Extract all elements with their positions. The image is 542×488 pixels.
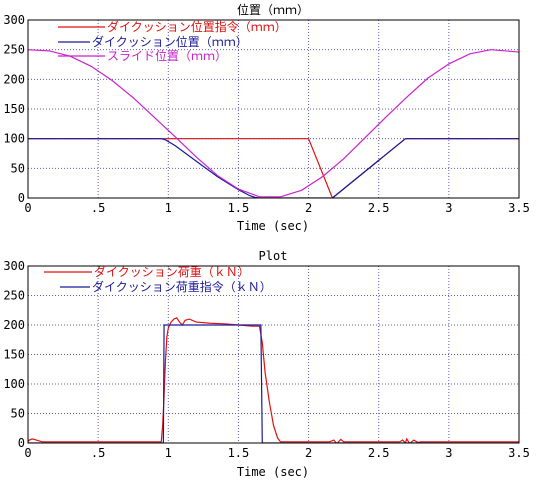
y-tick-label: 50 bbox=[11, 407, 25, 421]
series-line-1 bbox=[28, 317, 519, 443]
y-tick-label: 100 bbox=[3, 132, 25, 146]
y-tick-label: 0 bbox=[18, 191, 25, 205]
load-chart: Plot 0 .5 1 1.5 2 2.5 3 3.5 0 50 100 150 200 250 300 T… bbox=[3, 249, 530, 479]
legend-label: ダイクッション位置指令（ｍｍ） bbox=[107, 19, 287, 34]
x-tick-label: .5 bbox=[91, 446, 105, 460]
series-line-2 bbox=[28, 138, 519, 198]
x-tick-label: 2.5 bbox=[368, 446, 390, 460]
plot-frame bbox=[27, 265, 520, 444]
chart-title: 位置（ｍｍ） bbox=[237, 2, 309, 17]
x-tick-label: 1.5 bbox=[228, 201, 250, 215]
y-tick-label: 200 bbox=[3, 72, 25, 86]
series-line-3 bbox=[28, 49, 519, 198]
x-tick-label: 2.5 bbox=[368, 201, 390, 215]
x-tick-label: 3 bbox=[445, 446, 452, 460]
series-line-2 bbox=[28, 324, 519, 443]
y-tick-label: 150 bbox=[3, 102, 25, 116]
y-tick-label: 0 bbox=[18, 436, 25, 450]
chart-title: Plot bbox=[259, 249, 288, 263]
x-tick-label: 2 bbox=[305, 446, 312, 460]
plot-frame bbox=[27, 19, 520, 199]
x-tick-label: 3.5 bbox=[508, 446, 530, 460]
y-tick-label: 300 bbox=[3, 259, 25, 273]
position-chart: 位置（ｍｍ） 0 .5 1 1.5 2 2.5 3 3.5 0 50 100 150 200 250 300… bbox=[3, 2, 530, 233]
y-tick-label: 100 bbox=[3, 377, 25, 391]
y-tick-label: 300 bbox=[3, 13, 25, 27]
x-axis-label: Time (sec) bbox=[237, 219, 309, 233]
x-tick-label: 0 bbox=[24, 446, 31, 460]
legend-label: ダイクッション荷重（ｋＮ） bbox=[94, 264, 250, 279]
y-tick-label: 250 bbox=[3, 289, 25, 303]
legend-label: ダイクッション位置（ｍｍ） bbox=[92, 34, 248, 49]
x-tick-label: 1 bbox=[165, 201, 172, 215]
x-tick-label: 2 bbox=[305, 201, 312, 215]
x-axis-label: Time (sec) bbox=[237, 465, 309, 479]
y-tick-label: 250 bbox=[3, 43, 25, 57]
x-tick-label: 0 bbox=[24, 201, 31, 215]
legend-label: ダイクッション荷重指令（ｋＮ） bbox=[92, 279, 272, 294]
x-tick-label: 3.5 bbox=[508, 201, 530, 215]
y-tick-label: 150 bbox=[3, 348, 25, 362]
x-tick-label: 1.5 bbox=[228, 446, 250, 460]
x-tick-label: 3 bbox=[445, 201, 452, 215]
y-tick-label: 50 bbox=[11, 161, 25, 175]
x-tick-label: 1 bbox=[165, 446, 172, 460]
x-tick-label: .5 bbox=[91, 201, 105, 215]
legend-label: スライド位置（ｍｍ） bbox=[107, 48, 227, 63]
y-tick-label: 200 bbox=[3, 318, 25, 332]
series-line-1 bbox=[28, 138, 519, 198]
